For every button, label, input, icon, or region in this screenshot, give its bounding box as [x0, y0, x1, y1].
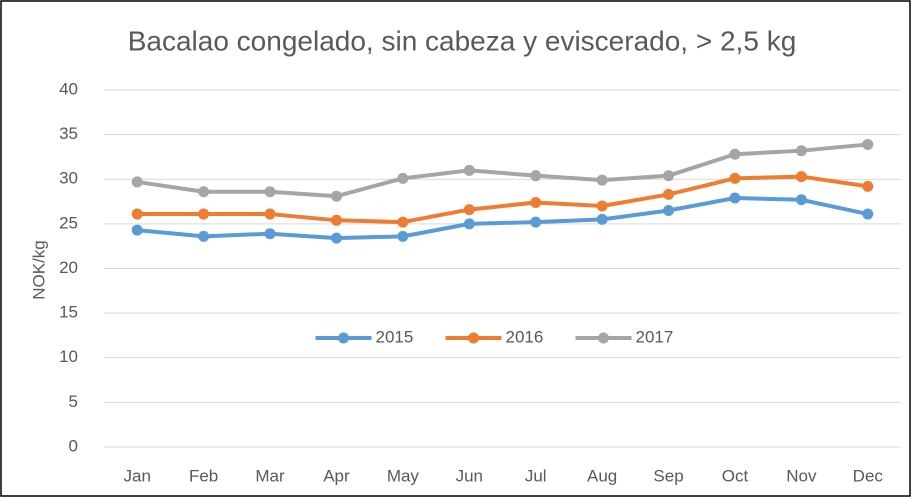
y-tick-label: 35	[59, 124, 78, 143]
data-point	[862, 180, 874, 192]
x-tick-label: Apr	[323, 466, 350, 485]
legend-label: 2016	[506, 327, 544, 346]
data-point	[131, 224, 143, 236]
data-point	[729, 172, 741, 184]
data-point	[397, 216, 409, 228]
x-tick-label: Feb	[189, 466, 218, 485]
data-point	[530, 196, 542, 208]
data-point	[862, 138, 874, 150]
data-point	[530, 216, 542, 228]
x-tick-label: Nov	[786, 466, 817, 485]
y-tick-label: 40	[59, 79, 78, 98]
data-point	[330, 214, 342, 226]
data-point	[729, 148, 741, 160]
data-point	[131, 176, 143, 188]
data-point	[663, 170, 675, 182]
series-line	[137, 195, 869, 241]
data-point	[795, 145, 807, 157]
y-tick-label: 5	[69, 392, 78, 411]
x-tick-label: Jan	[123, 466, 150, 485]
y-tick-label: 10	[59, 347, 78, 366]
data-point	[530, 170, 542, 182]
x-tick-label: Aug	[587, 466, 617, 485]
data-point	[131, 208, 143, 220]
legend-marker	[468, 332, 479, 344]
x-tick-label: Jul	[525, 466, 547, 485]
data-point	[264, 186, 276, 198]
data-point	[663, 188, 675, 200]
series-line	[137, 174, 869, 225]
x-tick-label: Jun	[456, 466, 483, 485]
data-point	[596, 174, 608, 186]
data-point	[397, 172, 409, 184]
x-tick-label: Oct	[722, 466, 749, 485]
legend-label: 2017	[636, 327, 674, 346]
series-line	[136, 142, 868, 199]
data-point	[264, 208, 276, 220]
x-tick-label: Mar	[255, 466, 285, 485]
y-tick-label: 30	[59, 169, 78, 188]
y-tick-label: 25	[59, 213, 78, 232]
data-point	[596, 213, 608, 225]
y-tick-label: 15	[59, 303, 78, 322]
data-point	[663, 204, 675, 216]
data-point	[330, 232, 342, 244]
legend-label: 2015	[376, 327, 414, 346]
data-point	[862, 208, 874, 220]
data-point	[198, 230, 210, 242]
data-point	[198, 186, 210, 198]
data-point	[463, 164, 475, 176]
data-point	[795, 171, 807, 183]
data-point	[397, 230, 409, 242]
data-point	[729, 192, 741, 204]
data-point	[463, 204, 475, 216]
y-axis-label: NOK/kg	[29, 240, 48, 300]
chart-title: Bacalao congelado, sin cabeza y eviscera…	[128, 25, 797, 56]
legend-marker	[598, 332, 609, 344]
data-point	[198, 208, 210, 220]
data-point	[330, 190, 342, 202]
legend-marker	[338, 332, 349, 344]
x-tick-label: Dec	[853, 466, 884, 485]
y-tick-label: 20	[59, 258, 78, 277]
data-point	[795, 194, 807, 206]
data-point	[264, 228, 276, 240]
y-tick-label: 0	[69, 436, 78, 455]
x-tick-label: May	[387, 466, 420, 485]
data-point	[463, 218, 475, 230]
data-point	[596, 200, 608, 212]
x-tick-label: Sep	[653, 466, 683, 485]
